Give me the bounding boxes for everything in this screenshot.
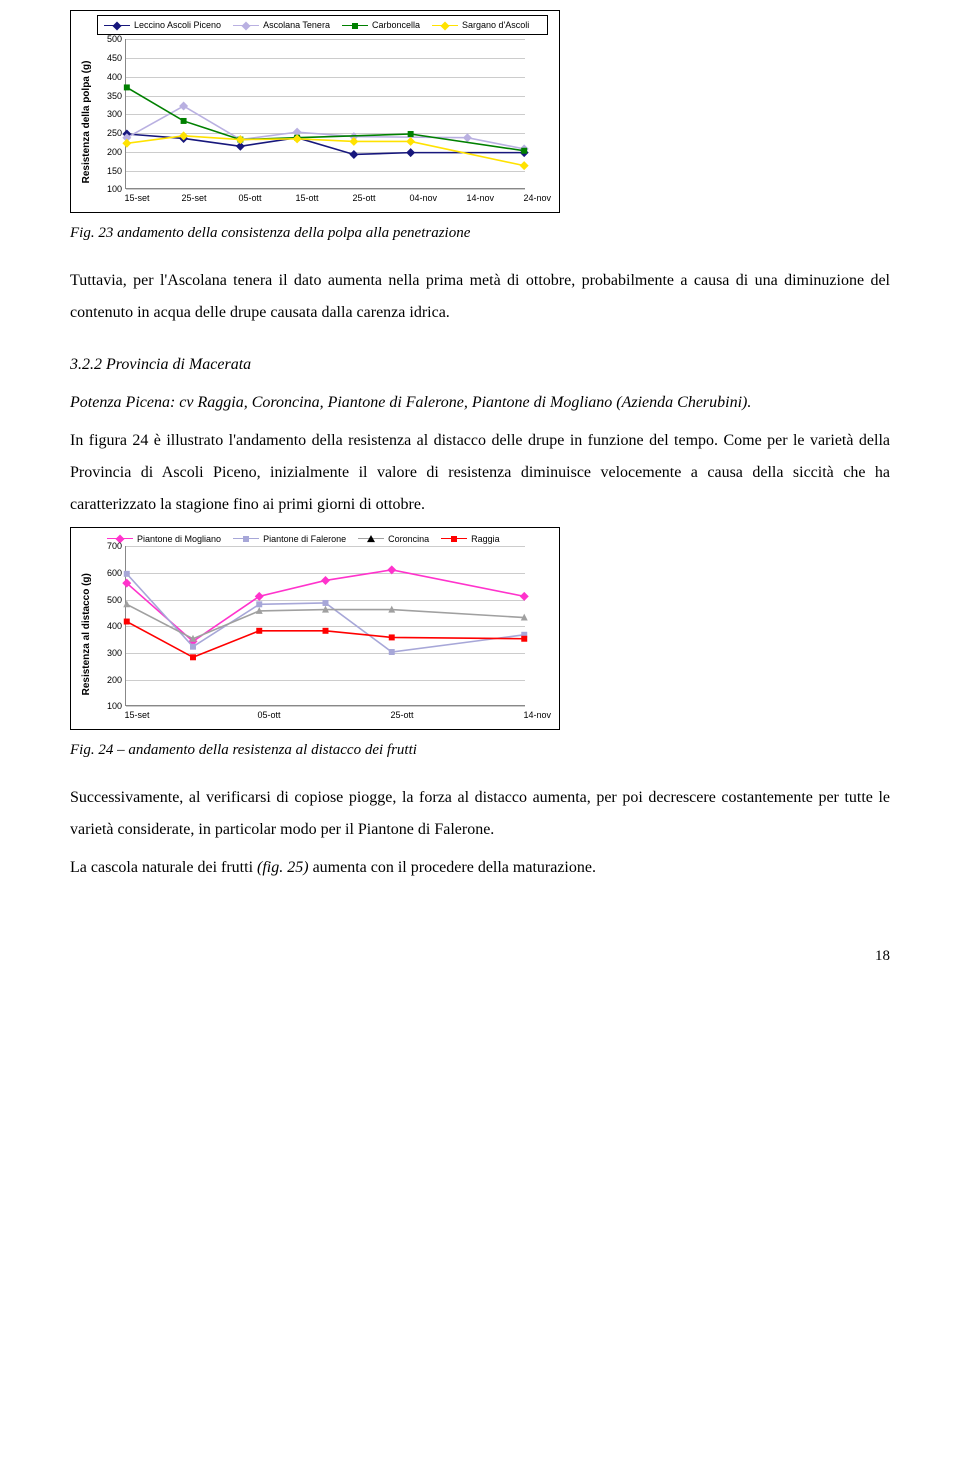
chart2-legend: Piantone di Mogliano Piantone di Faleron… (107, 532, 553, 546)
legend-line-icon (358, 538, 384, 539)
paragraph-1: Tuttavia, per l'Ascolana tenera il dato … (70, 265, 890, 329)
page-number: 18 (70, 944, 890, 968)
chart2-xaxis: 15-set05-ott25-ott14-nov (125, 708, 525, 722)
section-heading: 3.2.2 Provincia di Macerata (70, 349, 890, 381)
chart1-legend: Leccino Ascoli Piceno Ascolana Tenera Ca… (97, 15, 548, 35)
chart1-plot-area: 100150200250300350400450500 (125, 39, 525, 189)
section-number: 3.2.2 (70, 356, 106, 373)
chart1-ylabel: Resistenza della polpa (g) (77, 39, 97, 205)
legend-item: Sargano d'Ascoli (432, 18, 529, 32)
legend-item: Coroncina (358, 532, 429, 546)
chart2-plot-area: 100200300400500600700 (125, 546, 525, 706)
legend-item: Leccino Ascoli Piceno (104, 18, 221, 32)
legend-label: Sargano d'Ascoli (462, 18, 529, 32)
legend-line-icon (441, 538, 467, 539)
cultivar-list: Potenza Picena: cv Raggia, Coroncina, Pi… (70, 387, 890, 419)
legend-line-icon (233, 538, 259, 539)
chart1-xaxis: 15-set25-set05-ott15-ott25-ott04-nov14-n… (125, 191, 525, 205)
chart-fig-24: Piantone di Mogliano Piantone di Faleron… (70, 527, 560, 730)
legend-label: Piantone di Mogliano (137, 532, 221, 546)
legend-label: Coroncina (388, 532, 429, 546)
legend-item: Carboncella (342, 18, 420, 32)
caption-fig-23: Fig. 23 andamento della consistenza dell… (70, 221, 890, 245)
para4-ref: (fig. 25) (257, 859, 309, 876)
legend-line-icon (233, 25, 259, 26)
para4-a: La cascola naturale dei frutti (70, 859, 257, 876)
legend-line-icon (342, 25, 368, 26)
legend-item: Piantone di Mogliano (107, 532, 221, 546)
legend-label: Leccino Ascoli Piceno (134, 18, 221, 32)
section-title: Provincia di Macerata (106, 356, 251, 373)
para4-b: aumenta con il procedere della maturazio… (309, 859, 596, 876)
paragraph-4: La cascola naturale dei frutti (fig. 25)… (70, 852, 890, 884)
chart-fig-23: Leccino Ascoli Piceno Ascolana Tenera Ca… (70, 10, 560, 213)
legend-label: Carboncella (372, 18, 420, 32)
legend-line-icon (104, 25, 130, 26)
paragraph-3: Successivamente, al verificarsi di copio… (70, 782, 890, 846)
paragraph-2: In figura 24 è illustrato l'andamento de… (70, 425, 890, 521)
caption-fig-24: Fig. 24 – andamento della resistenza al … (70, 738, 890, 762)
legend-label: Raggia (471, 532, 500, 546)
chart2-ylabel: Resistenza al distacco (g) (77, 546, 97, 722)
legend-label: Piantone di Falerone (263, 532, 346, 546)
legend-item: Ascolana Tenera (233, 18, 330, 32)
legend-item: Raggia (441, 532, 500, 546)
legend-label: Ascolana Tenera (263, 18, 330, 32)
legend-line-icon (432, 25, 458, 26)
legend-item: Piantone di Falerone (233, 532, 346, 546)
